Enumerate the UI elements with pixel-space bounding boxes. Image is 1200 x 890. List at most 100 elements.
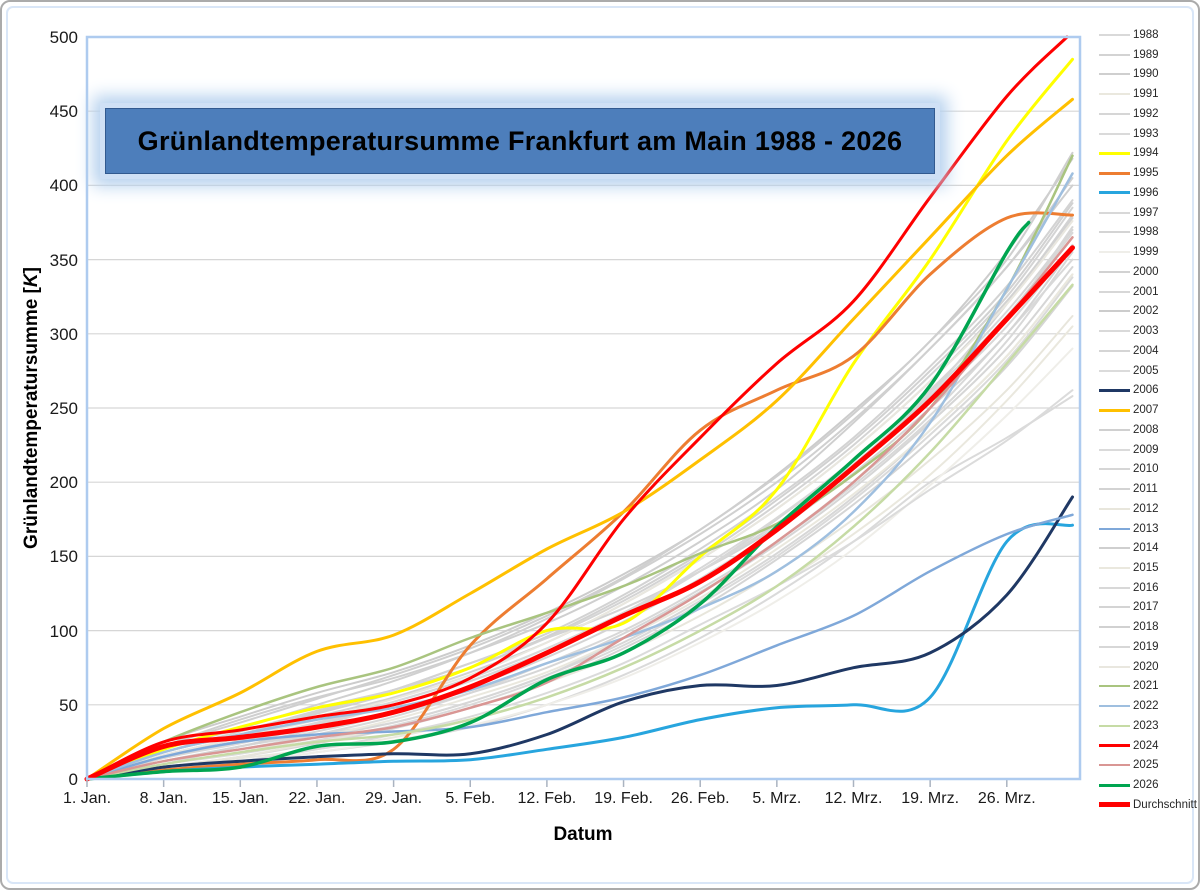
x-tick-label: 29. Jan.: [365, 790, 423, 807]
legend-swatch: [1099, 586, 1130, 589]
legend-swatch: [1099, 606, 1130, 609]
series-line-2017: [86, 246, 1074, 780]
series-line-2026: [85, 220, 1031, 781]
chart-title: Grünlandtemperatursumme Frankfurt am Mai…: [105, 108, 935, 174]
series-lines: [84, 35, 1075, 782]
legend-label: 2020: [1133, 660, 1159, 673]
series-line-2014: [86, 151, 1074, 780]
series-line-2024: [85, 35, 1069, 781]
legend-swatch: [1099, 488, 1130, 491]
legend-item-1991: 1991: [1099, 85, 1159, 103]
legend-swatch: [1099, 151, 1130, 155]
legend-item-2020: 2020: [1099, 658, 1159, 676]
y-axis-title-close: ]: [21, 267, 42, 274]
legend-swatch: [1099, 448, 1130, 451]
x-tick-label: 1. Jan.: [62, 790, 112, 807]
legend-label: 2007: [1133, 404, 1159, 417]
legend-label: 1995: [1133, 167, 1159, 180]
legend-label: 2006: [1133, 384, 1159, 397]
legend-label: 1998: [1133, 226, 1159, 239]
legend-item-1994: 1994: [1099, 144, 1159, 162]
y-tick-label: 300: [49, 324, 78, 344]
legend-swatch: [1099, 191, 1130, 195]
axis-ticks: [86, 780, 1008, 787]
y-tick-label: 50: [59, 695, 78, 715]
legend-swatch: [1099, 665, 1130, 668]
legend-label: 1988: [1133, 29, 1159, 41]
legend-label: 2021: [1133, 680, 1159, 693]
x-tick-label: 19. Mrz.: [901, 790, 960, 807]
legend-item-2025: 2025: [1099, 756, 1159, 774]
legend-swatch: [1099, 724, 1130, 727]
legend-item-2026: 2026: [1099, 776, 1159, 794]
legend-label: 1992: [1133, 107, 1159, 120]
y-tick-label: 500: [49, 28, 78, 47]
y-tick-label: 400: [49, 176, 78, 196]
y-tick-label: 0: [68, 770, 78, 789]
legend-item-1997: 1997: [1099, 204, 1159, 222]
x-tick-label: 12. Feb.: [517, 790, 577, 807]
legend-swatch: [1099, 112, 1130, 115]
legend-label: 1990: [1133, 68, 1159, 81]
legend-swatch: [1099, 468, 1130, 471]
legend-swatch: [1099, 171, 1130, 175]
legend-swatch: [1099, 685, 1130, 688]
legend-swatch: [1099, 547, 1130, 550]
legend-label: 1989: [1133, 48, 1159, 61]
y-tick-label: 250: [49, 399, 78, 418]
legend-label: 2009: [1133, 443, 1159, 456]
y-axis-title: Grünlandtemperatursumme [K]: [21, 267, 43, 549]
legend-label: 2001: [1133, 285, 1159, 298]
legend-item-1988: 1988: [1099, 26, 1159, 44]
legend-label: 2022: [1133, 700, 1159, 713]
x-tick-label: 22. Jan.: [288, 790, 346, 807]
legend-swatch: [1099, 211, 1130, 214]
x-tick-label: 8. Jan.: [139, 790, 188, 807]
legend-item-1993: 1993: [1099, 125, 1159, 143]
legend-swatch: [1099, 93, 1130, 96]
legend-item-2015: 2015: [1099, 559, 1159, 577]
legend-item-2006: 2006: [1099, 381, 1159, 399]
legend-item-2017: 2017: [1099, 598, 1159, 616]
legend-swatch: [1099, 73, 1130, 76]
x-tick-label: 26. Mrz.: [977, 790, 1036, 807]
series-line-2022: [85, 172, 1074, 781]
legend-label: 1993: [1133, 127, 1159, 140]
legend-swatch: [1099, 53, 1130, 56]
series-line-2003: [86, 243, 1074, 780]
legend-item-2012: 2012: [1099, 500, 1159, 518]
legend-label: 2015: [1133, 561, 1159, 574]
legend-swatch: [1099, 231, 1130, 234]
legend-swatch: [1099, 428, 1130, 431]
legend-item-2007: 2007: [1099, 401, 1159, 419]
legend: 1988 1989 1990 1991 1992 1993 1994 1995 1996 1997…: [1099, 26, 1198, 826]
x-tick-label: 15. Jan.: [211, 790, 269, 807]
legend-item-1999: 1999: [1099, 243, 1159, 261]
legend-swatch: [1099, 330, 1130, 333]
legend-label: 2010: [1133, 463, 1159, 476]
legend-item-2009: 2009: [1099, 441, 1159, 459]
legend-label: 2018: [1133, 621, 1159, 634]
series-line-1996: [85, 522, 1074, 781]
y-tick-label: 150: [49, 547, 78, 567]
legend-item-2004: 2004: [1099, 342, 1159, 360]
legend-item-2001: 2001: [1099, 283, 1159, 301]
x-tick-label: 26. Feb.: [670, 790, 730, 807]
legend-item-1995: 1995: [1099, 164, 1159, 182]
legend-swatch: [1099, 566, 1130, 569]
y-axis-title-text: Grünlandtemperatursumme [: [21, 287, 42, 549]
legend-item-1996: 1996: [1099, 184, 1159, 202]
legend-label: 2003: [1133, 325, 1159, 338]
x-tick-label: 5. Mrz.: [752, 790, 802, 807]
legend-swatch: [1099, 290, 1130, 293]
legend-item-2002: 2002: [1099, 302, 1159, 320]
legend-swatch: [1099, 251, 1130, 254]
x-tick-label: 5. Feb.: [445, 790, 496, 807]
legend-swatch: [1099, 132, 1130, 135]
legend-label: 2017: [1133, 601, 1159, 614]
legend-item-1992: 1992: [1099, 105, 1159, 123]
legend-label: 1999: [1133, 246, 1159, 259]
series-line-1994: [85, 57, 1074, 781]
legend-item-2008: 2008: [1099, 421, 1159, 439]
